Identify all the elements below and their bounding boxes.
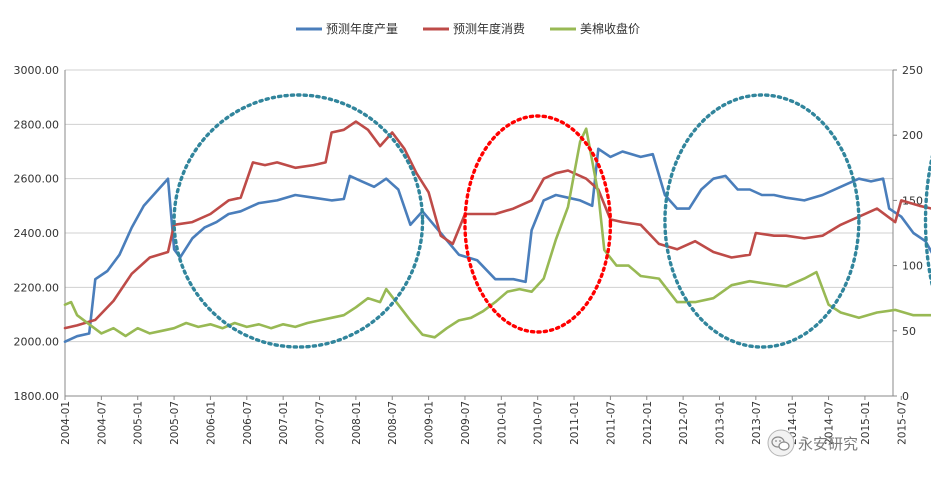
left-tick-label: 2200.00 [14, 281, 60, 294]
annotation-layer [172, 93, 931, 349]
left-tick-label: 2000.00 [14, 336, 60, 349]
x-tick-label: 2013-01 [714, 401, 726, 445]
right-tick-label: 0 [902, 390, 909, 403]
x-tick-label: 2013-07 [751, 401, 763, 445]
x-tick-label: 2012-07 [678, 401, 690, 445]
left-tick-label: 2800.00 [14, 118, 60, 131]
x-tick-label: 2008-07 [387, 401, 399, 445]
wechat-icon [767, 429, 795, 457]
series-production-line [63, 147, 931, 344]
watermark: 永安研究 [767, 429, 858, 457]
left-tick-label: 3000.00 [14, 64, 60, 77]
right-tick-label: 100 [902, 260, 923, 273]
x-tick-label: 2015-07 [896, 401, 908, 445]
left-tick-label: 2400.00 [14, 227, 60, 240]
x-tick-label: 2006-07 [242, 401, 254, 445]
legend-label: 预测年度产量 [326, 21, 398, 36]
x-tick-label: 2004-07 [96, 401, 108, 445]
x-tick-label: 2009-07 [460, 401, 472, 445]
legend: 预测年度产量 预测年度消费 美棉收盘价 [296, 21, 640, 36]
watermark-text: 永安研究 [798, 435, 858, 453]
annotation-ellipse-teal-1 [172, 93, 425, 349]
x-tick-label: 2011-01 [569, 401, 581, 445]
x-tick-label: 2010-07 [533, 401, 545, 445]
series-price-line [63, 127, 931, 339]
x-tick-label: 2005-07 [169, 401, 181, 445]
right-tick-label: 250 [902, 64, 923, 77]
x-tick-label: 2011-07 [605, 401, 617, 445]
x-tick-label: 2009-01 [424, 401, 436, 445]
annotation-ellipse-teal-3 [663, 93, 861, 349]
x-tick-label: 2015-01 [860, 401, 872, 445]
legend-label: 美棉收盘价 [580, 21, 640, 36]
series-layer [63, 120, 931, 344]
x-tick-label: 2004-01 [60, 401, 72, 445]
legend-item: 预测年度产量 [296, 21, 398, 36]
x-tick-label: 2007-01 [278, 401, 290, 445]
legend-item: 预测年度消费 [423, 21, 525, 36]
x-tick-label: 2014-07 [824, 401, 836, 445]
x-tick-label: 2006-01 [205, 401, 217, 445]
left-axis-ticks: 1800.00 2000.00 2200.00 2400.00 2600.00 2800.… [14, 64, 60, 403]
legend-label: 预测年度消费 [453, 21, 525, 36]
x-tick-label: 2005-01 [133, 401, 145, 445]
x-tick-label: 2012-01 [642, 401, 654, 445]
right-tick-label: 200 [902, 129, 923, 142]
x-tick-label: 2007-07 [315, 401, 327, 445]
x-tick-label: 2010-01 [496, 401, 508, 445]
left-tick-label: 2600.00 [14, 173, 60, 186]
annotation-ellipse-red-2 [463, 114, 613, 334]
left-tick-label: 1800.00 [14, 390, 60, 403]
x-tick-label: 2008-01 [351, 401, 363, 445]
annotation-ellipse-teal-4 [923, 154, 931, 288]
x-axis-ticks: 2004-01 2004-07 2005-01 2005-07 2006-01 2006-… [60, 401, 908, 445]
series-consumption-line [63, 120, 931, 330]
legend-item: 美棉收盘价 [550, 21, 640, 36]
right-tick-label: 50 [902, 325, 916, 338]
